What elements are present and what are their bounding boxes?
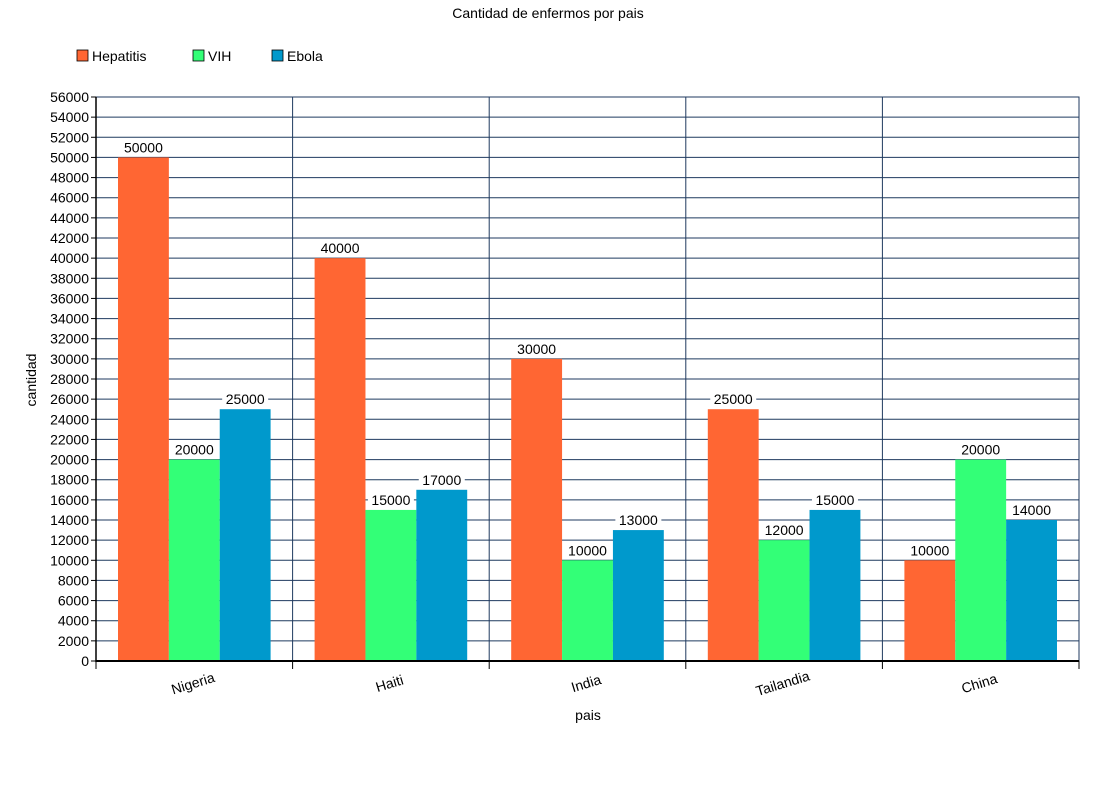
legend-swatch bbox=[271, 49, 284, 62]
y-tick-label: 54000 bbox=[50, 109, 89, 125]
y-tick-label: 34000 bbox=[50, 311, 89, 327]
data-label-bg bbox=[710, 390, 757, 408]
y-tick-label: 8000 bbox=[58, 572, 89, 588]
data-label: 13000 bbox=[619, 512, 658, 528]
y-tick-label: 2000 bbox=[58, 633, 89, 649]
y-tick-label: 42000 bbox=[50, 230, 89, 246]
data-label: 10000 bbox=[568, 542, 607, 558]
y-tick-label: 40000 bbox=[50, 250, 89, 266]
legend-label: Ebola bbox=[287, 48, 323, 64]
x-axis-ticks: Nigeria Haiti India Tailandia China bbox=[95, 661, 1080, 699]
y-tick-label: 30000 bbox=[50, 351, 89, 367]
y-tick-label: 28000 bbox=[50, 371, 89, 387]
data-label-bg bbox=[761, 521, 808, 539]
data-label: 20000 bbox=[175, 442, 214, 458]
legend-swatch bbox=[192, 49, 205, 62]
data-label: 15000 bbox=[815, 492, 854, 508]
data-label: 15000 bbox=[371, 492, 410, 508]
x-category-label: India bbox=[569, 671, 603, 695]
bar-vih-india bbox=[562, 560, 613, 661]
data-label-bg bbox=[615, 511, 662, 529]
x-axis-label: pais bbox=[575, 707, 601, 723]
data-label-bg bbox=[957, 440, 1004, 458]
y-tick-label: 20000 bbox=[50, 452, 89, 468]
data-label-bg bbox=[906, 541, 953, 559]
data-label: 25000 bbox=[226, 391, 265, 407]
y-tick-label: 12000 bbox=[50, 532, 89, 548]
y-tick-label: 36000 bbox=[50, 290, 89, 306]
bar-hepatitis-india bbox=[511, 358, 563, 661]
bars: 50000 20000 25000 40000 15000 17000 30000 10000… bbox=[118, 138, 1057, 661]
y-tick-label: 18000 bbox=[50, 472, 89, 488]
data-label-bg bbox=[171, 440, 218, 458]
y-tick-label: 16000 bbox=[50, 492, 89, 508]
data-label-bg bbox=[564, 541, 611, 559]
y-tick-label: 32000 bbox=[50, 331, 89, 347]
y-tick-label: 6000 bbox=[58, 593, 89, 609]
y-tick-label: 24000 bbox=[50, 411, 89, 427]
legend-label: VIH bbox=[208, 48, 231, 64]
x-category-label: Nigeria bbox=[169, 669, 216, 697]
bar-ebola-china bbox=[1006, 520, 1057, 661]
bar-hepatitis-tailandia bbox=[707, 409, 759, 661]
legend-swatch bbox=[76, 49, 89, 62]
x-category-label: China bbox=[959, 670, 999, 696]
bar-vih-china bbox=[955, 459, 1007, 661]
chart-title: Cantidad de enfermos por pais bbox=[452, 5, 643, 21]
y-tick-label: 38000 bbox=[50, 270, 89, 286]
y-axis-label: cantidad bbox=[23, 354, 39, 407]
y-tick-label: 50000 bbox=[50, 149, 89, 165]
data-label: 12000 bbox=[765, 522, 804, 538]
data-label: 20000 bbox=[961, 442, 1000, 458]
bar-hepatitis-china bbox=[904, 560, 956, 661]
x-category-label: Tailandia bbox=[754, 667, 812, 699]
legend-label: Hepatitis bbox=[92, 48, 146, 64]
data-label: 40000 bbox=[321, 240, 360, 256]
bar-hepatitis-haiti bbox=[314, 258, 366, 661]
bar-vih-tailandia bbox=[758, 540, 810, 661]
data-label-bg bbox=[120, 138, 167, 156]
y-tick-label: 52000 bbox=[50, 129, 89, 145]
y-tick-label: 56000 bbox=[50, 89, 89, 105]
bar-vih-nigeria bbox=[168, 459, 220, 661]
data-label-bg bbox=[367, 490, 414, 508]
data-label-bg bbox=[1008, 501, 1055, 518]
data-label-bg bbox=[317, 239, 364, 257]
bar-ebola-india bbox=[612, 530, 664, 661]
data-label: 14000 bbox=[1012, 502, 1051, 518]
data-label: 25000 bbox=[714, 391, 753, 407]
data-label-bg bbox=[513, 339, 560, 357]
y-tick-label: 48000 bbox=[50, 170, 89, 186]
y-tick-label: 0 bbox=[81, 653, 89, 669]
y-tick-label: 4000 bbox=[58, 613, 89, 629]
y-tick-label: 26000 bbox=[50, 391, 89, 407]
data-label: 30000 bbox=[517, 341, 556, 357]
legend: Hepatitis VIH Ebola bbox=[76, 48, 323, 64]
y-axis-ticks: 0 2000 4000 6000 8000 10000 12000 14000 16000 180… bbox=[50, 89, 96, 669]
bar-vih-haiti bbox=[365, 509, 417, 661]
bar-ebola-nigeria bbox=[219, 409, 271, 661]
y-tick-label: 44000 bbox=[50, 210, 89, 226]
data-label: 17000 bbox=[422, 472, 461, 488]
x-category-label: Haiti bbox=[374, 671, 405, 694]
bar-ebola-tailandia bbox=[809, 509, 861, 661]
bar-ebola-haiti bbox=[416, 489, 468, 661]
data-label-bg bbox=[418, 470, 465, 488]
data-label-bg bbox=[811, 490, 858, 508]
y-tick-label: 14000 bbox=[50, 512, 89, 528]
bar-hepatitis-nigeria bbox=[118, 157, 169, 661]
data-label: 50000 bbox=[124, 139, 163, 155]
y-tick-label: 10000 bbox=[50, 552, 89, 568]
y-tick-label: 46000 bbox=[50, 190, 89, 206]
data-label: 10000 bbox=[910, 542, 949, 558]
y-tick-label: 22000 bbox=[50, 431, 89, 447]
data-label-bg bbox=[222, 390, 269, 408]
